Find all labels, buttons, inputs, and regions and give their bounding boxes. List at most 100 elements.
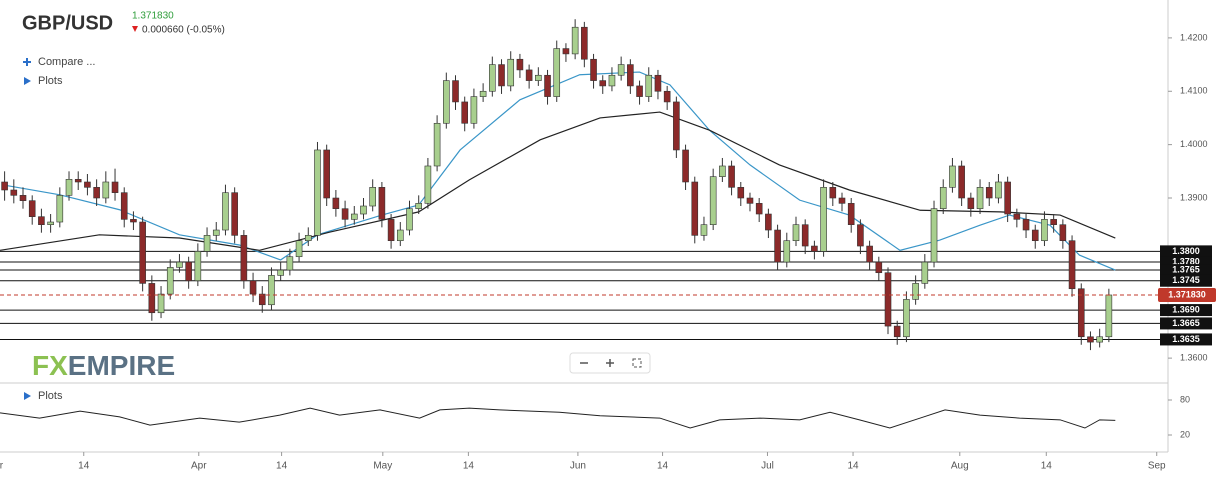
plots-label[interactable]: Plots	[38, 75, 63, 87]
candle-body	[691, 181, 699, 236]
candle-body	[783, 240, 791, 263]
candle-body	[912, 283, 919, 300]
candle-body	[93, 187, 100, 199]
candle-body	[525, 69, 533, 81]
watermark-text: FXEMPIRE	[32, 350, 175, 381]
osc-label[interactable]: Plots	[38, 390, 63, 402]
candle-body	[222, 192, 229, 231]
candle-body	[728, 165, 735, 188]
candle-body	[939, 187, 947, 209]
plot-area	[0, 19, 1160, 429]
candle-body	[19, 195, 27, 201]
y-tick-label: 20	[1180, 429, 1190, 439]
candle-body	[921, 261, 929, 284]
level-tag	[1160, 304, 1212, 317]
candle-body	[1096, 336, 1103, 343]
candle-body	[350, 213, 358, 220]
candle-body	[166, 267, 174, 295]
candle-body	[185, 261, 192, 282]
candle-body	[590, 58, 597, 81]
candle-body	[838, 197, 846, 204]
candle-body	[636, 85, 643, 97]
candle-body	[792, 224, 800, 242]
candle-body	[1087, 336, 1094, 343]
level-label: 1.3665	[1172, 318, 1200, 328]
candle-body	[378, 187, 386, 220]
candle-body	[884, 272, 892, 327]
x-tick-label: Sep	[1148, 461, 1166, 472]
candle-body	[139, 221, 146, 284]
compare-label[interactable]: Compare ...	[38, 56, 95, 68]
candle-body	[967, 197, 975, 209]
x-tick-label: Jun	[570, 461, 586, 472]
price-change: 0.000660 (-0.05%)	[142, 25, 225, 36]
level-tag	[1160, 333, 1212, 346]
candle-body	[829, 187, 837, 199]
x-tick-label: Aug	[951, 461, 969, 472]
candle-body	[157, 293, 165, 314]
plots-button[interactable]: Plots	[24, 75, 63, 87]
candle-body	[479, 90, 487, 97]
moving-average	[4, 71, 1116, 271]
x-tick-label: 14	[657, 461, 669, 472]
candle-body	[893, 325, 901, 338]
candle-body	[1004, 181, 1011, 215]
candle-body	[396, 229, 404, 242]
candle-body	[249, 280, 257, 295]
level-label: 1.3800	[1172, 246, 1200, 256]
level-tag	[1160, 245, 1212, 258]
candle-body	[1, 181, 8, 191]
candle-body	[1068, 240, 1076, 290]
candle-body	[875, 261, 883, 274]
candle-body	[801, 224, 809, 247]
candle-body	[332, 197, 340, 209]
candle-body	[599, 80, 607, 87]
candle-body	[1059, 224, 1067, 242]
x-tick-label: 14	[276, 461, 288, 472]
candle-body	[562, 48, 570, 55]
x-tick-label: Apr	[191, 461, 207, 472]
play-icon	[24, 392, 31, 400]
candle-body	[682, 149, 689, 183]
x-tick-label: May	[373, 461, 392, 472]
x-tick-label: 14	[1041, 461, 1053, 472]
candle-body	[74, 179, 82, 183]
candle-body	[1022, 219, 1030, 231]
candle-body	[10, 189, 18, 196]
candle-body	[847, 203, 855, 225]
candle-body	[148, 283, 156, 314]
candle-body	[443, 80, 450, 124]
candle-body	[240, 235, 248, 282]
candle-body	[212, 229, 220, 236]
candle-body	[866, 245, 873, 263]
candle-body	[176, 261, 183, 268]
candle-body	[341, 208, 349, 220]
candle-body	[203, 235, 211, 252]
level-label: 1.3745	[1172, 275, 1200, 285]
x-tick-label: 14	[463, 461, 475, 472]
candle-body	[719, 165, 726, 177]
level-label: 1.3690	[1172, 304, 1200, 314]
candle-body	[387, 219, 395, 242]
candle-body	[84, 181, 91, 188]
candle-body	[737, 187, 745, 199]
fit-button[interactable]	[632, 358, 642, 368]
y-tick-label: 1.4200	[1180, 32, 1208, 42]
moving-average	[0, 111, 1116, 251]
y-tick-label: 1.3600	[1180, 352, 1208, 362]
candle-body	[47, 221, 54, 225]
candle-body	[433, 122, 441, 167]
candle-body	[645, 74, 653, 97]
candle-body	[314, 149, 321, 236]
osc-plots-button[interactable]: Plots	[24, 390, 63, 402]
candle-body	[571, 26, 579, 55]
candle-body	[700, 224, 708, 236]
level-tag	[1160, 264, 1212, 277]
candle-body	[903, 299, 910, 338]
watermark-fx: FX	[32, 350, 68, 381]
candle-body	[461, 101, 469, 124]
candle-body	[120, 192, 128, 220]
candle-body	[774, 229, 781, 263]
last-price-label: 1.371830	[1168, 289, 1206, 299]
compare-button[interactable]: Compare ...	[23, 56, 95, 68]
